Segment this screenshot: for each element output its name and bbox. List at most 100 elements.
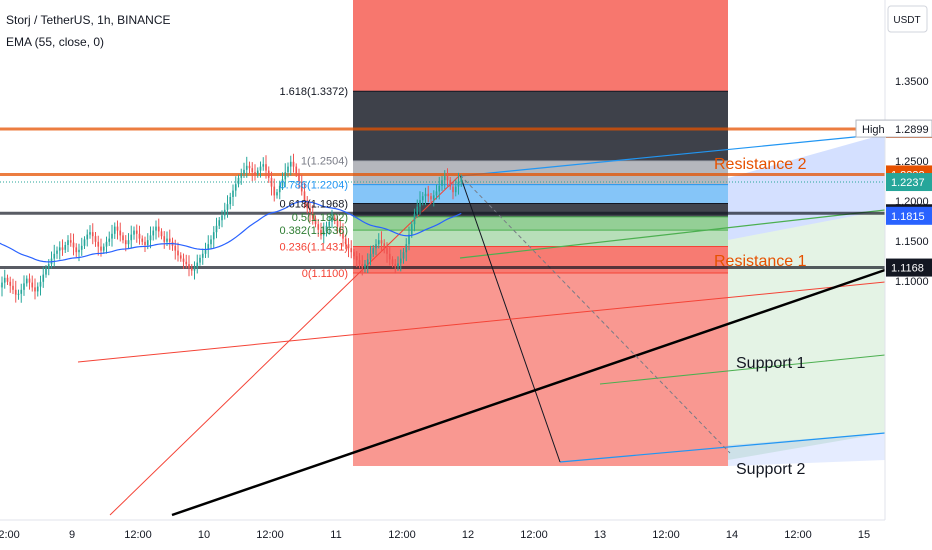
candle-body bbox=[295, 166, 298, 174]
candle-body bbox=[102, 246, 105, 251]
candle-body bbox=[457, 181, 460, 187]
candle-body bbox=[36, 286, 39, 292]
candle-body bbox=[78, 249, 80, 253]
candle-body bbox=[108, 238, 111, 242]
candle-body bbox=[248, 165, 251, 169]
fib-label: 0.786(1.2204) bbox=[280, 180, 349, 192]
candle-body bbox=[141, 238, 144, 242]
price-tick: 1.1500 bbox=[895, 236, 929, 248]
candle-body bbox=[97, 241, 100, 247]
rising-trendline bbox=[109, 174, 461, 516]
ema-55-line bbox=[0, 200, 462, 263]
candle-body bbox=[83, 239, 86, 246]
time-label: 12:00 bbox=[388, 529, 416, 541]
candle-body bbox=[3, 277, 6, 283]
candle-body bbox=[243, 169, 245, 174]
candle-body bbox=[251, 168, 254, 173]
candle-body bbox=[449, 180, 452, 187]
time-label: 12:00 bbox=[520, 529, 548, 541]
candle-body bbox=[300, 181, 303, 192]
currency-button[interactable] bbox=[887, 5, 928, 33]
candle-body bbox=[438, 185, 441, 192]
candle-body bbox=[89, 232, 91, 235]
fib-zone bbox=[353, 184, 728, 204]
candle-body bbox=[427, 193, 430, 197]
candle-body bbox=[328, 221, 331, 226]
candle-body bbox=[229, 197, 232, 205]
candle-body bbox=[408, 234, 410, 245]
candle-body bbox=[292, 161, 295, 167]
candle-body bbox=[342, 232, 344, 239]
candle-body bbox=[127, 240, 130, 245]
candle-body bbox=[366, 259, 369, 265]
fib-label: 0.382(1.1636) bbox=[280, 225, 349, 237]
channel-inner-line bbox=[599, 354, 886, 385]
time-label: 12:00 bbox=[652, 529, 680, 541]
candle-body bbox=[397, 263, 399, 267]
candle-body bbox=[405, 244, 408, 253]
candle-body bbox=[402, 252, 405, 259]
candle-body bbox=[157, 226, 160, 232]
candle-body bbox=[100, 246, 102, 251]
trendlines[interactable] bbox=[77, 174, 886, 517]
horizontal-levels[interactable] bbox=[0, 127, 885, 270]
time-axis[interactable]: 12:00 9 12:00 10 12:00 11 12:00 12 12:00 13 12:00 1… bbox=[0, 519, 932, 550]
time-label: 15 bbox=[858, 529, 870, 541]
fib-swing-line bbox=[459, 174, 561, 463]
candle-body bbox=[193, 267, 196, 271]
candle-body bbox=[185, 261, 188, 265]
candle-body bbox=[256, 170, 259, 175]
candle-body bbox=[20, 289, 23, 294]
candle-body bbox=[155, 226, 157, 231]
candle-body bbox=[306, 200, 309, 209]
candle-body bbox=[245, 165, 248, 170]
fib-zone bbox=[353, 203, 728, 217]
fib-label: 1.618(1.3372) bbox=[280, 86, 349, 98]
candle-body bbox=[364, 264, 366, 268]
candle-body bbox=[303, 191, 306, 201]
time-label: 12:00 bbox=[0, 529, 20, 541]
candle-body bbox=[347, 244, 350, 249]
fib-label: 0.236(1.1431) bbox=[280, 242, 349, 254]
candle-body bbox=[259, 166, 262, 171]
indicator-legend: EMA (55, close, 0) bbox=[6, 35, 104, 49]
price-tag-value: 1.1815 bbox=[891, 211, 925, 223]
candle-body bbox=[452, 186, 454, 193]
candle-body bbox=[113, 226, 116, 234]
candle-body bbox=[320, 229, 322, 236]
channel-top-line bbox=[459, 133, 886, 177]
candle-body bbox=[232, 190, 234, 197]
candle-body bbox=[152, 230, 155, 236]
channel-mid-fill bbox=[728, 210, 885, 460]
red-diagonal-line bbox=[77, 281, 886, 363]
candle-body bbox=[31, 282, 34, 288]
candle-body bbox=[207, 244, 210, 250]
candle-body bbox=[42, 274, 45, 282]
candle-body bbox=[361, 264, 364, 268]
candle-body bbox=[9, 281, 12, 286]
candle-body bbox=[267, 170, 270, 178]
candle-body bbox=[39, 281, 42, 287]
fibonacci-labels: 1.618(1.3372) 1(1.2504) 0.786(1.2204) 0.618… bbox=[280, 86, 349, 280]
candle-body bbox=[421, 196, 424, 201]
time-label: 12 bbox=[462, 529, 474, 541]
candle-body bbox=[160, 231, 163, 237]
candle-body bbox=[163, 236, 166, 242]
candle-body bbox=[196, 262, 199, 268]
candle-body bbox=[80, 245, 83, 250]
candle-body bbox=[182, 258, 185, 262]
price-tags: 1.2900High1.28991.23321.22371.18471.1815… bbox=[855, 119, 932, 277]
candle-body bbox=[111, 233, 113, 239]
ema-line bbox=[0, 200, 462, 263]
candle-body bbox=[58, 247, 61, 251]
candle-body bbox=[119, 230, 122, 236]
candle-body bbox=[221, 215, 223, 221]
candle-body bbox=[358, 260, 361, 265]
candle-body bbox=[372, 248, 375, 254]
price-tick: 1.3500 bbox=[895, 76, 929, 88]
candle-body bbox=[190, 268, 193, 271]
symbol-title: Storj / TetherUS, 1h, BINANCE bbox=[6, 13, 171, 27]
candles bbox=[0, 153, 463, 303]
